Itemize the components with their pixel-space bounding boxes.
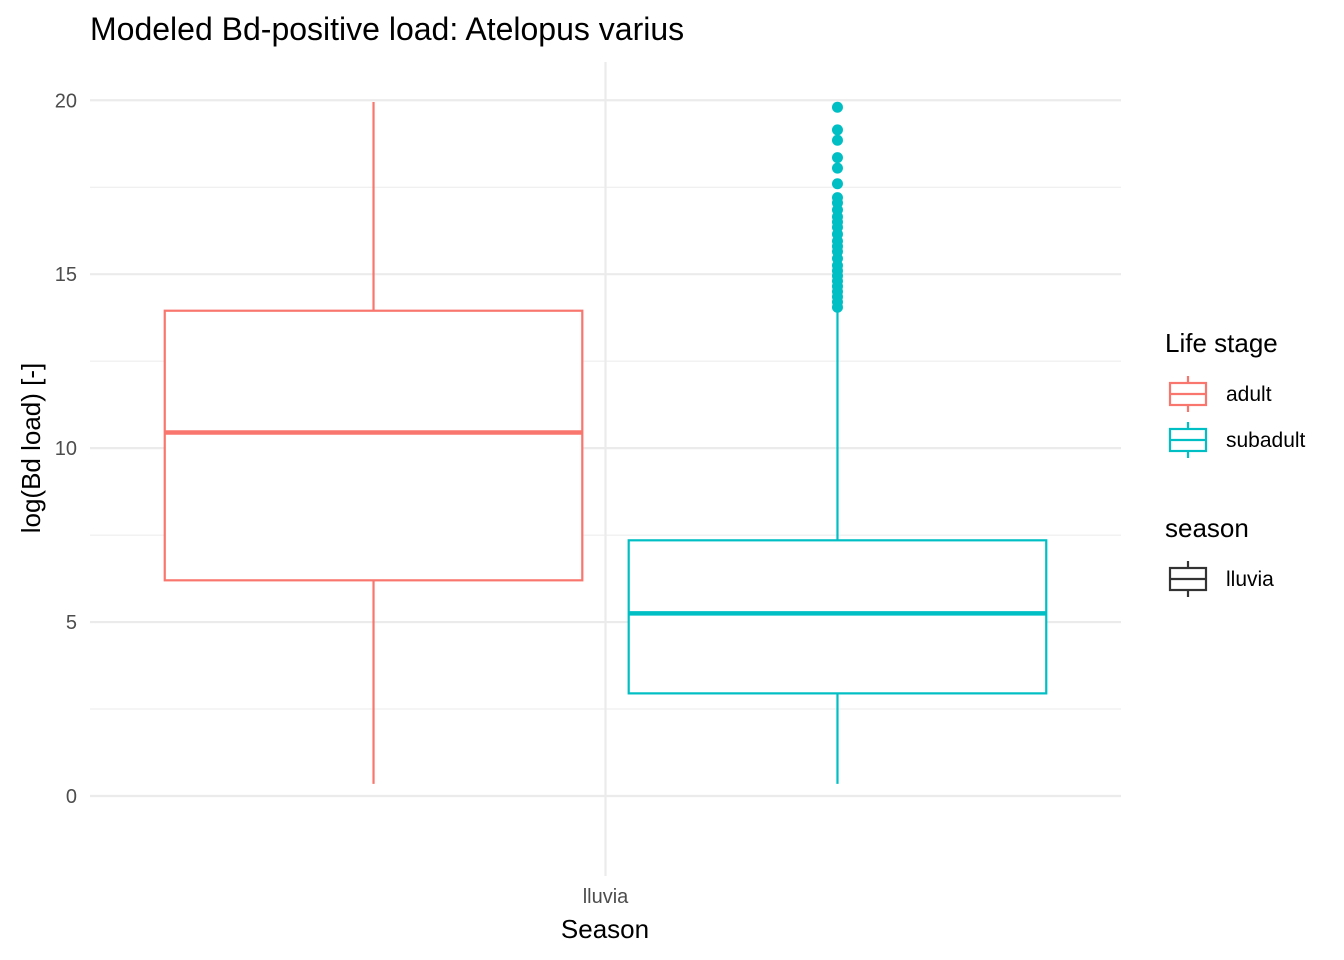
legend-label: adult: [1226, 383, 1272, 406]
y-axis-title: log(Bd load) [-]: [16, 363, 46, 534]
outlier-point: [831, 178, 843, 190]
outlier-point: [831, 192, 843, 204]
y-tick-label: 15: [55, 264, 77, 286]
boxplot-adult: [163, 102, 584, 784]
legend-key-lluvia: [1168, 561, 1208, 597]
y-tick-label: 5: [66, 612, 77, 634]
legend-label: lluvia: [1226, 568, 1274, 591]
boxplot-subadult: [627, 101, 1048, 784]
legend-title: season: [1165, 513, 1249, 543]
legend-key-subadult: [1168, 422, 1208, 458]
outlier-point: [831, 162, 843, 174]
x-axis-title: Season: [561, 914, 649, 944]
outlier-point: [831, 134, 843, 146]
legend-key-adult: [1168, 376, 1208, 412]
y-axis-ticks: 0 5 10 15 20: [55, 90, 77, 808]
y-tick-label: 10: [55, 438, 77, 460]
legend: Life stage adult subadult season lluvia: [1165, 328, 1306, 597]
y-tick-label: 20: [55, 90, 77, 112]
chart-title: Modeled Bd-positive load: Atelopus variu…: [90, 11, 684, 47]
chart-marks: [163, 101, 1048, 784]
box: [163, 309, 584, 582]
x-axis-ticks: lluvia: [583, 886, 629, 908]
y-tick-label: 0: [66, 786, 77, 808]
x-tick-label: lluvia: [583, 886, 629, 908]
legend-label: subadult: [1226, 429, 1306, 452]
outlier-point: [831, 124, 843, 136]
legend-title: Life stage: [1165, 328, 1278, 358]
box: [627, 539, 1048, 695]
outlier-point: [831, 101, 843, 113]
outlier-point: [831, 152, 843, 164]
